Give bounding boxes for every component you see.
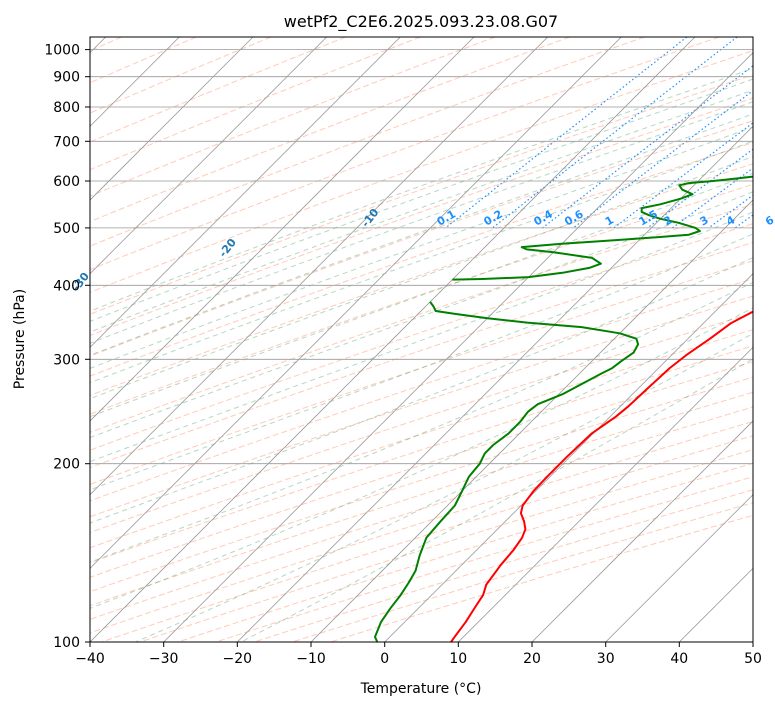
isotherm-line [90, 37, 696, 642]
dry-adiabat-line [90, 74, 753, 315]
moist-adiabat-line [90, 113, 753, 356]
dry-adiabat-line [90, 329, 753, 549]
isotherm-line [605, 494, 753, 642]
dry-adiabat-line [90, 37, 496, 197]
isotherm-line [90, 37, 548, 496]
moist-adiabat-line [90, 140, 753, 384]
y-tick-label: 900 [53, 70, 80, 86]
dry-adiabat-line [90, 142, 753, 377]
x-tick-label: 20 [523, 651, 541, 667]
dry-adiabat-line [90, 241, 753, 469]
x-axis: −40 −30 −20 −10 0 10 20 30 40 50 [75, 642, 762, 667]
dewpoint-upper-profile-line [374, 301, 640, 642]
isotherm-line [90, 37, 254, 201]
dry-adiabat-line [90, 37, 720, 271]
x-tick-label: 0 [380, 651, 389, 667]
isotherm-line [163, 52, 753, 642]
moist-adiabat-line [90, 233, 753, 491]
moist-adiabat-line [90, 281, 753, 563]
moist-adiabat-line [90, 67, 753, 312]
isotherm-line [90, 37, 401, 348]
dry-adiabat-line [90, 183, 753, 415]
dry-adiabat-line [90, 391, 753, 607]
dry-adiabat-line [90, 50, 753, 293]
y-tick-label: 600 [53, 174, 80, 190]
x-tick-label: 50 [744, 651, 762, 667]
moist-adiabat-line [90, 101, 753, 344]
dewpoint-profile-line [452, 175, 753, 281]
dry-adiabat-line [90, 345, 753, 564]
x-tick-label: 10 [449, 651, 467, 667]
dry-adiabat-line [90, 278, 753, 502]
y-tick-label: 300 [53, 352, 80, 368]
dry-adiabat-line [90, 203, 753, 433]
x-tick-label: 40 [670, 651, 688, 667]
mixing-ratio-label: 6 [763, 213, 775, 228]
isotherm-line [90, 37, 327, 275]
mixing-ratio-line [572, 89, 753, 229]
x-tick-label: 30 [597, 651, 615, 667]
mixing-ratio-line [672, 167, 753, 229]
dry-adiabat-line [90, 97, 753, 337]
dry-adiabat-line [90, 37, 570, 223]
y-tick-label: 400 [53, 278, 80, 294]
mixing-ratio-line [542, 65, 753, 229]
dry-adiabat-line [90, 37, 346, 143]
isotherm-line [458, 346, 753, 642]
isotherm-line [384, 273, 753, 642]
dry-adiabat-line [90, 163, 753, 396]
isotherm-line [90, 37, 475, 422]
plot-frame [89, 36, 754, 643]
y-axis-label: Pressure (hPa) [12, 289, 28, 389]
dry-adiabat-line [90, 376, 753, 593]
x-tick-label: −40 [75, 651, 105, 667]
temperature-profile-line [450, 310, 753, 642]
y-tick-label: 1000 [44, 43, 80, 59]
x-axis-label: Temperature (°C) [360, 681, 482, 697]
x-tick-label: −20 [223, 651, 253, 667]
moist-adiabat-line [90, 211, 753, 463]
dry-adiabat-line [90, 295, 753, 518]
chart-title: wetPf2_C2E6.2025.093.23.08.G07 [284, 12, 558, 32]
y-axis: 100 200 300 400 500 600 700 800 900 1000 [44, 43, 90, 651]
y-tick-label: 500 [53, 221, 80, 237]
isotherm-line [310, 199, 753, 642]
y-tick-label: 200 [53, 457, 80, 473]
isotherm-line [90, 37, 622, 569]
y-tick-label: 800 [53, 100, 80, 116]
isotherm-line [531, 420, 753, 642]
moist-adiabat-line [90, 126, 753, 369]
dry-adiabat-line [90, 37, 272, 114]
moist-adiabat-line [240, 358, 753, 642]
dry-adiabat-line [90, 37, 645, 247]
y-tick-label: 100 [53, 635, 80, 651]
moist-adiabat-line [90, 89, 753, 333]
moist-adiabat-line [90, 307, 753, 609]
x-tick-label: −10 [296, 651, 326, 667]
x-tick-label: −30 [149, 651, 179, 667]
isotherm-line [237, 125, 753, 642]
y-tick-label: 700 [53, 134, 80, 150]
